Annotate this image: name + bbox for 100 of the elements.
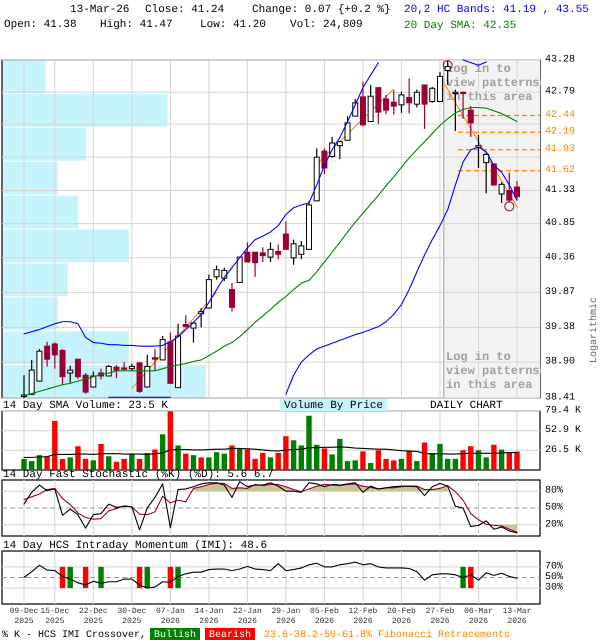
text: Low: 41.20 xyxy=(200,19,266,31)
bar xyxy=(190,455,196,470)
bar xyxy=(60,458,66,470)
bar xyxy=(491,444,497,470)
chart-title: 14 Day HCS Intraday Momentum (IMI): 48.6 xyxy=(3,540,268,552)
bar xyxy=(283,436,289,470)
candlestick xyxy=(414,88,420,108)
candlestick xyxy=(490,163,497,186)
y-tick-label: 40.85 xyxy=(545,218,576,230)
text: 20 Day SMA: 42.35 xyxy=(404,20,516,32)
bar xyxy=(129,454,135,470)
bar xyxy=(391,460,396,470)
text: High: 41.47 xyxy=(100,19,173,31)
x-tick-label: 22-Dec 2025 xyxy=(78,607,108,626)
bar xyxy=(306,416,312,470)
candlestick xyxy=(282,220,289,250)
bar xyxy=(483,457,489,470)
bar xyxy=(144,452,150,470)
bar xyxy=(506,452,512,470)
line-series xyxy=(23,562,518,589)
bar xyxy=(430,452,435,470)
y-tick-label: 43.28 xyxy=(545,54,576,66)
bar xyxy=(344,461,350,470)
text: 13-Mar-26 xyxy=(70,4,130,16)
bar xyxy=(298,445,304,470)
y-tick-label: 38.41 xyxy=(545,392,576,404)
text: Volume By Price xyxy=(284,400,384,412)
x-tick-label: 30-Dec 2025 xyxy=(117,607,146,626)
x-tick-label: 05-Feb 2026 xyxy=(310,607,340,626)
bar xyxy=(236,448,242,470)
bar xyxy=(36,455,42,470)
candlestick xyxy=(483,152,490,194)
text: Vol: 24,809 xyxy=(290,19,363,31)
bar xyxy=(322,448,328,470)
candlestick xyxy=(268,242,274,263)
candlestick xyxy=(214,264,220,280)
y-tick-label: 39.87 xyxy=(545,286,576,298)
text: Bullish xyxy=(154,629,196,640)
candlestick xyxy=(182,314,189,328)
candlestick xyxy=(44,341,50,368)
bar xyxy=(222,454,227,470)
bar xyxy=(498,450,504,470)
candlestick xyxy=(144,354,150,388)
candlestick xyxy=(290,239,297,266)
bar xyxy=(75,446,81,470)
annotation: DAILY CHART xyxy=(430,400,504,412)
bar xyxy=(160,434,166,470)
candlestick xyxy=(67,365,74,384)
text: 23.6-38.2-50-61.8% Fibonacci Retracements xyxy=(264,629,510,640)
x-tick-label: 13-Mar 2026 xyxy=(502,607,532,626)
bar xyxy=(360,451,366,470)
bar xyxy=(376,450,382,470)
y-tick-label: 79.4 K xyxy=(545,406,582,416)
bar xyxy=(368,462,374,470)
y-tick-label: 80% xyxy=(545,486,564,497)
y-tick-label: 30% xyxy=(545,582,564,594)
bar xyxy=(175,445,181,470)
x-tick-label: 15-Dec 2025 xyxy=(40,607,70,626)
candlestick xyxy=(406,78,412,114)
x-tick-label: 09-Dec 2025 xyxy=(10,607,39,626)
bar xyxy=(444,458,450,470)
x-tick-label: 06-Mar 2026 xyxy=(464,607,494,626)
bar xyxy=(183,454,188,470)
bar xyxy=(398,458,404,470)
x-tick-label: 27-Feb 2026 xyxy=(426,607,455,626)
bar xyxy=(290,440,296,470)
bar xyxy=(29,461,34,470)
y-tick-label: 39.38 xyxy=(545,322,576,333)
y-tick-label: 41.33 xyxy=(545,185,576,196)
ref-line-label: 42.44 xyxy=(545,110,576,121)
bar xyxy=(452,458,458,470)
bar xyxy=(468,446,474,470)
annotation: Log in to view patterns in this area xyxy=(446,350,540,392)
y-tick-label: 38.90 xyxy=(545,356,576,368)
text: Close: 41.24 xyxy=(145,4,225,16)
text: Open: 41.38 xyxy=(4,19,77,31)
bar xyxy=(352,460,358,470)
y-tick-label: 40.36 xyxy=(545,252,576,264)
bar xyxy=(337,438,343,470)
candlestick xyxy=(152,348,158,372)
y-tick-label: 42.79 xyxy=(545,86,576,98)
candlestick xyxy=(228,282,235,312)
bar xyxy=(90,460,96,470)
bar xyxy=(414,461,420,470)
bar xyxy=(260,452,266,470)
bar xyxy=(206,457,212,470)
chart-title: 14 Day SMA Volume: 23.5 K xyxy=(3,400,168,412)
legend-title: % K - HCS IMI Crossover, xyxy=(2,630,146,640)
candlestick xyxy=(275,244,282,260)
bar xyxy=(314,444,320,470)
x-tick-label: 07-Jan 2026 xyxy=(156,607,185,626)
bar xyxy=(114,462,120,470)
bar xyxy=(52,420,58,470)
bar xyxy=(383,458,389,470)
x-tick-label: 14-Jan 2026 xyxy=(194,607,224,626)
bar xyxy=(514,452,520,470)
bar xyxy=(106,456,112,470)
bar xyxy=(244,450,250,470)
x-tick-label: 29-Jan 2026 xyxy=(272,607,301,626)
candlestick xyxy=(336,141,343,160)
